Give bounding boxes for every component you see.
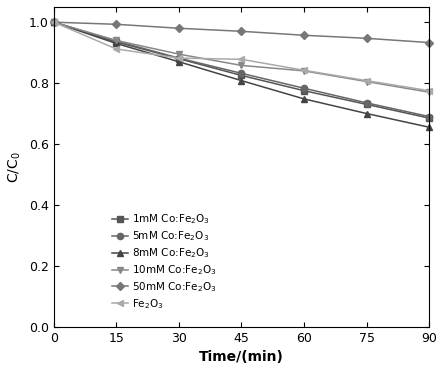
1mM Co:Fe$_2$O$_3$ [51,20,56,24]
8mM Co:Fe$_2$O$_3$ [239,78,244,83]
10mM Co:Fe$_2$O$_3$ [426,90,432,95]
X-axis label: Time/(min): Time/(min) [199,350,284,364]
8mM Co:Fe$_2$O$_3$ [426,125,432,129]
Line: 8mM Co:Fe$_2$O$_3$: 8mM Co:Fe$_2$O$_3$ [51,19,432,130]
Legend: 1mM Co:Fe$_2$O$_3$, 5mM Co:Fe$_2$O$_3$, 8mM Co:Fe$_2$O$_3$, 10mM Co:Fe$_2$O$_3$,: 1mM Co:Fe$_2$O$_3$, 5mM Co:Fe$_2$O$_3$, … [108,208,220,315]
Line: 10mM Co:Fe$_2$O$_3$: 10mM Co:Fe$_2$O$_3$ [51,19,432,95]
50mM Co:Fe$_2$O$_3$ [114,22,119,26]
1mM Co:Fe$_2$O$_3$ [301,88,307,93]
Fe$_2$O$_3$ [114,47,119,51]
50mM Co:Fe$_2$O$_3$ [239,29,244,33]
10mM Co:Fe$_2$O$_3$ [364,79,369,84]
50mM Co:Fe$_2$O$_3$ [176,26,182,30]
8mM Co:Fe$_2$O$_3$ [51,20,56,24]
Fe$_2$O$_3$ [426,88,432,93]
5mM Co:Fe$_2$O$_3$ [301,86,307,91]
Fe$_2$O$_3$ [51,20,56,24]
5mM Co:Fe$_2$O$_3$ [176,56,182,60]
10mM Co:Fe$_2$O$_3$ [301,69,307,73]
50mM Co:Fe$_2$O$_3$ [426,40,432,45]
50mM Co:Fe$_2$O$_3$ [301,33,307,37]
Fe$_2$O$_3$ [239,57,244,62]
8mM Co:Fe$_2$O$_3$ [176,59,182,64]
1mM Co:Fe$_2$O$_3$ [176,56,182,61]
1mM Co:Fe$_2$O$_3$ [426,116,432,120]
10mM Co:Fe$_2$O$_3$ [239,63,244,68]
Line: Fe$_2$O$_3$: Fe$_2$O$_3$ [51,19,432,94]
50mM Co:Fe$_2$O$_3$ [364,36,369,40]
5mM Co:Fe$_2$O$_3$ [51,20,56,24]
8mM Co:Fe$_2$O$_3$ [114,41,119,46]
1mM Co:Fe$_2$O$_3$ [239,73,244,78]
8mM Co:Fe$_2$O$_3$ [364,111,369,116]
8mM Co:Fe$_2$O$_3$ [301,97,307,101]
10mM Co:Fe$_2$O$_3$ [114,38,119,43]
Fe$_2$O$_3$ [301,68,307,72]
5mM Co:Fe$_2$O$_3$ [426,114,432,119]
Line: 50mM Co:Fe$_2$O$_3$: 50mM Co:Fe$_2$O$_3$ [51,19,432,46]
50mM Co:Fe$_2$O$_3$ [51,20,56,24]
10mM Co:Fe$_2$O$_3$ [176,52,182,56]
Fe$_2$O$_3$ [364,78,369,83]
Fe$_2$O$_3$ [176,56,182,60]
Line: 5mM Co:Fe$_2$O$_3$: 5mM Co:Fe$_2$O$_3$ [51,19,432,120]
10mM Co:Fe$_2$O$_3$ [51,20,56,24]
5mM Co:Fe$_2$O$_3$ [364,101,369,105]
5mM Co:Fe$_2$O$_3$ [239,71,244,76]
1mM Co:Fe$_2$O$_3$ [114,40,119,44]
Line: 1mM Co:Fe$_2$O$_3$: 1mM Co:Fe$_2$O$_3$ [51,19,432,121]
1mM Co:Fe$_2$O$_3$ [364,102,369,106]
Y-axis label: C/C$_0$: C/C$_0$ [7,151,24,183]
5mM Co:Fe$_2$O$_3$ [114,39,119,43]
